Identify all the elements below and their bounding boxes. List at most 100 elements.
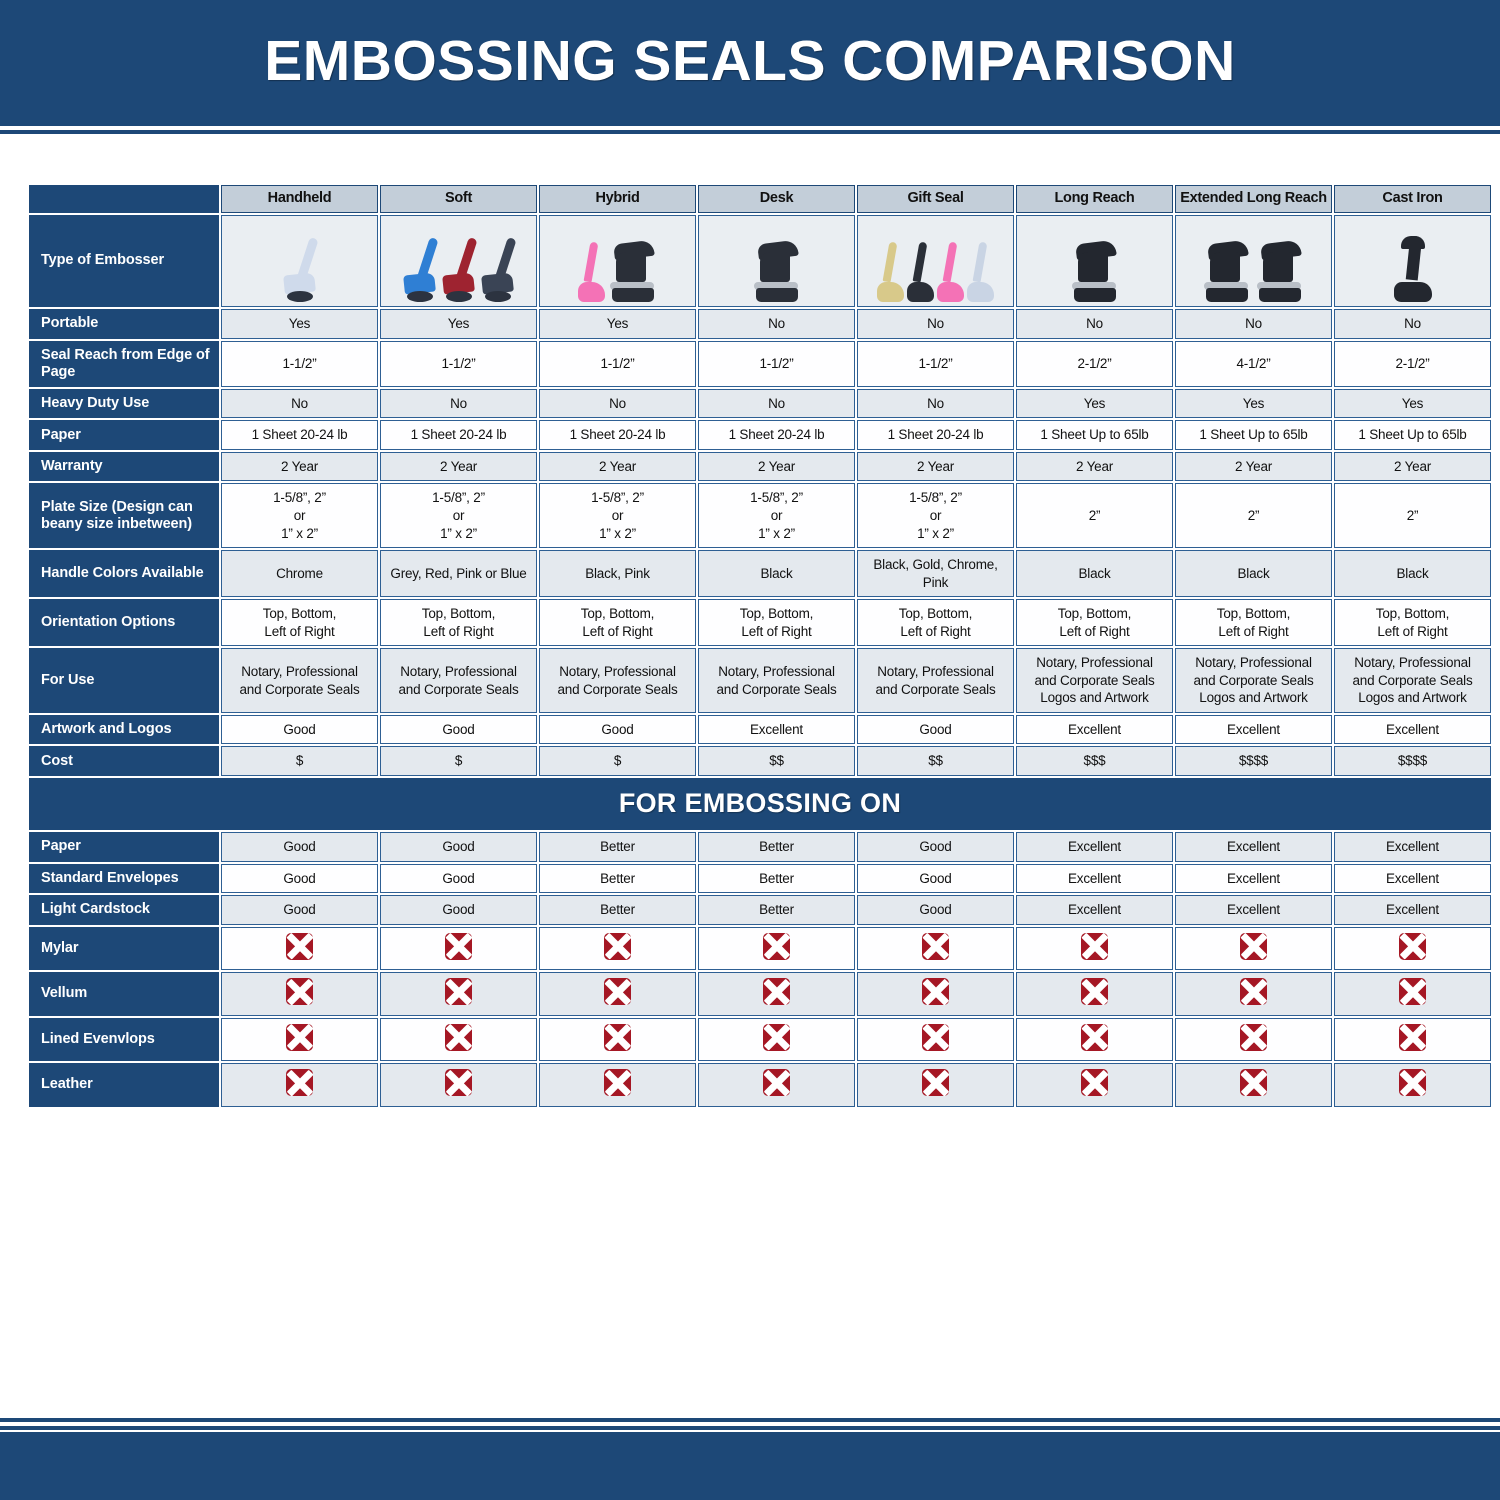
cell-light-cardstock-cast-iron: Excellent	[1334, 895, 1491, 925]
column-header-soft[interactable]: Soft	[380, 185, 537, 213]
section-title-for-embossing-on: FOR EMBOSSING ON	[29, 777, 1491, 830]
page-banner: EMBOSSING SEALS COMPARISON	[0, 0, 1500, 122]
soft-embosser-image	[380, 215, 537, 307]
cell-seal-reach-from-edge-of-page-desk: 1-1/2”	[698, 340, 855, 387]
cell-paper-gift-seal: 1 Sheet 20-24 lb	[857, 420, 1014, 450]
cell-heavy-duty-use-extended-long-reach: Yes	[1175, 388, 1332, 419]
row-label-standard-envelopes: Standard Envelopes	[29, 863, 219, 894]
cell-lined-evenvlops-gift-seal	[857, 1017, 1014, 1062]
cell-leather-long-reach	[1016, 1063, 1173, 1107]
cell-mylar-gift-seal	[857, 926, 1014, 971]
cell-heavy-duty-use-hybrid: No	[539, 388, 696, 419]
table-body: Handheld Soft Hybrid Desk Gift Seal Long Reac…	[29, 185, 1491, 1107]
cell-handle-colors-available-cast-iron: Black	[1334, 550, 1491, 598]
cell-paper-long-reach: Excellent	[1016, 831, 1173, 862]
row-label-paper: Paper	[29, 831, 219, 862]
x-mark-icon	[286, 1023, 313, 1051]
cell-plate-size-design-can-beany-size-inbetween-long-reach: 2”	[1016, 483, 1173, 549]
cell-plate-size-design-can-beany-size-inbetween-hybrid: 1-5/8”, 2” or 1” x 2”	[539, 483, 696, 549]
cell-standard-envelopes-desk: Better	[698, 863, 855, 894]
table-row: Leather	[29, 1063, 1491, 1107]
cell-vellum-handheld	[221, 972, 378, 1016]
extended-long-reach-embosser-image	[1175, 215, 1332, 307]
cell-paper-handheld: 1 Sheet 20-24 lb	[221, 420, 378, 450]
x-mark-icon	[445, 932, 472, 960]
x-mark-icon	[922, 978, 949, 1006]
column-header-hybrid[interactable]: Hybrid	[539, 185, 696, 213]
cell-plate-size-design-can-beany-size-inbetween-gift-seal: 1-5/8”, 2” or 1” x 2”	[857, 483, 1014, 549]
row-label-heavy-duty-use: Heavy Duty Use	[29, 388, 219, 419]
cell-portable-hybrid: Yes	[539, 309, 696, 339]
x-mark-icon	[1399, 932, 1426, 960]
x-mark-icon	[763, 978, 790, 1006]
column-header-gift-seal[interactable]: Gift Seal	[857, 185, 1014, 213]
cell-light-cardstock-soft: Good	[380, 895, 537, 925]
x-mark-icon	[1240, 1069, 1267, 1097]
cell-paper-cast-iron: 1 Sheet Up to 65lb	[1334, 420, 1491, 450]
x-mark-icon	[763, 1023, 790, 1051]
column-header-extended-long-reach[interactable]: Extended Long Reach	[1175, 185, 1332, 213]
cell-warranty-soft: 2 Year	[380, 451, 537, 482]
column-header-handheld[interactable]: Handheld	[221, 185, 378, 213]
table-header-row: Handheld Soft Hybrid Desk Gift Seal Long Reac…	[29, 185, 1491, 213]
cell-plate-size-design-can-beany-size-inbetween-extended-long-reach: 2”	[1175, 483, 1332, 549]
cell-leather-extended-long-reach	[1175, 1063, 1332, 1107]
cell-mylar-extended-long-reach	[1175, 926, 1332, 971]
desk-embosser-image	[698, 215, 855, 307]
cell-mylar-desk	[698, 926, 855, 971]
cell-leather-soft	[380, 1063, 537, 1107]
column-header-cast-iron[interactable]: Cast Iron	[1334, 185, 1491, 213]
column-header-desk[interactable]: Desk	[698, 185, 855, 213]
cell-for-use-cast-iron: Notary, Professional and Corporate Seals L…	[1334, 648, 1491, 713]
cell-artwork-and-logos-gift-seal: Good	[857, 714, 1014, 745]
cell-paper-extended-long-reach: 1 Sheet Up to 65lb	[1175, 420, 1332, 450]
cell-paper-soft: Good	[380, 831, 537, 862]
x-mark-icon	[763, 1069, 790, 1097]
table-row: Seal Reach from Edge of Page 1-1/2” 1-1/2”…	[29, 340, 1491, 387]
x-mark-icon	[1240, 932, 1267, 960]
cell-handle-colors-available-long-reach: Black	[1016, 550, 1173, 598]
x-mark-icon	[1081, 932, 1108, 960]
cell-seal-reach-from-edge-of-page-hybrid: 1-1/2”	[539, 340, 696, 387]
table-row: Artwork and Logos Good Good Good Excellent Go…	[29, 714, 1491, 745]
cell-cost-extended-long-reach: $$$$	[1175, 746, 1332, 776]
cell-paper-gift-seal: Good	[857, 831, 1014, 862]
cell-leather-gift-seal	[857, 1063, 1014, 1107]
cell-standard-envelopes-long-reach: Excellent	[1016, 863, 1173, 894]
cell-seal-reach-from-edge-of-page-handheld: 1-1/2”	[221, 340, 378, 387]
x-mark-icon	[286, 978, 313, 1006]
cell-artwork-and-logos-desk: Excellent	[698, 714, 855, 745]
cell-for-use-desk: Notary, Professional and Corporate Seals	[698, 648, 855, 713]
x-mark-icon	[286, 932, 313, 960]
cell-seal-reach-from-edge-of-page-long-reach: 2-1/2”	[1016, 340, 1173, 387]
cell-seal-reach-from-edge-of-page-extended-long-reach: 4-1/2”	[1175, 340, 1332, 387]
cell-portable-soft: Yes	[380, 309, 537, 339]
cell-artwork-and-logos-soft: Good	[380, 714, 537, 745]
hybrid-embosser-image	[539, 215, 696, 307]
row-label-paper: Paper	[29, 420, 219, 450]
cell-lined-evenvlops-long-reach	[1016, 1017, 1173, 1062]
cell-portable-cast-iron: No	[1334, 309, 1491, 339]
table-row: Cost $ $ $ $$ $$ $$$ $$$$ $$$$	[29, 746, 1491, 776]
table-row: Plate Size (Design can beany size inbetw…	[29, 483, 1491, 549]
row-label-orientation-options: Orientation Options	[29, 599, 219, 647]
cell-portable-extended-long-reach: No	[1175, 309, 1332, 339]
cell-paper-long-reach: 1 Sheet Up to 65lb	[1016, 420, 1173, 450]
column-header-long-reach[interactable]: Long Reach	[1016, 185, 1173, 213]
cell-paper-handheld: Good	[221, 831, 378, 862]
cell-artwork-and-logos-handheld: Good	[221, 714, 378, 745]
cell-standard-envelopes-hybrid: Better	[539, 863, 696, 894]
row-label-vellum: Vellum	[29, 972, 219, 1016]
cell-standard-envelopes-handheld: Good	[221, 863, 378, 894]
table-row: For Use Notary, Professional and Corporate…	[29, 648, 1491, 713]
cell-lined-evenvlops-soft	[380, 1017, 537, 1062]
cell-artwork-and-logos-long-reach: Excellent	[1016, 714, 1173, 745]
cell-vellum-extended-long-reach	[1175, 972, 1332, 1016]
cell-light-cardstock-gift-seal: Good	[857, 895, 1014, 925]
x-mark-icon	[445, 1069, 472, 1097]
row-label-for-use: For Use	[29, 648, 219, 713]
cell-plate-size-design-can-beany-size-inbetween-handheld: 1-5/8”, 2” or 1” x 2”	[221, 483, 378, 549]
cell-paper-desk: 1 Sheet 20-24 lb	[698, 420, 855, 450]
cell-cost-handheld: $	[221, 746, 378, 776]
cell-standard-envelopes-gift-seal: Good	[857, 863, 1014, 894]
